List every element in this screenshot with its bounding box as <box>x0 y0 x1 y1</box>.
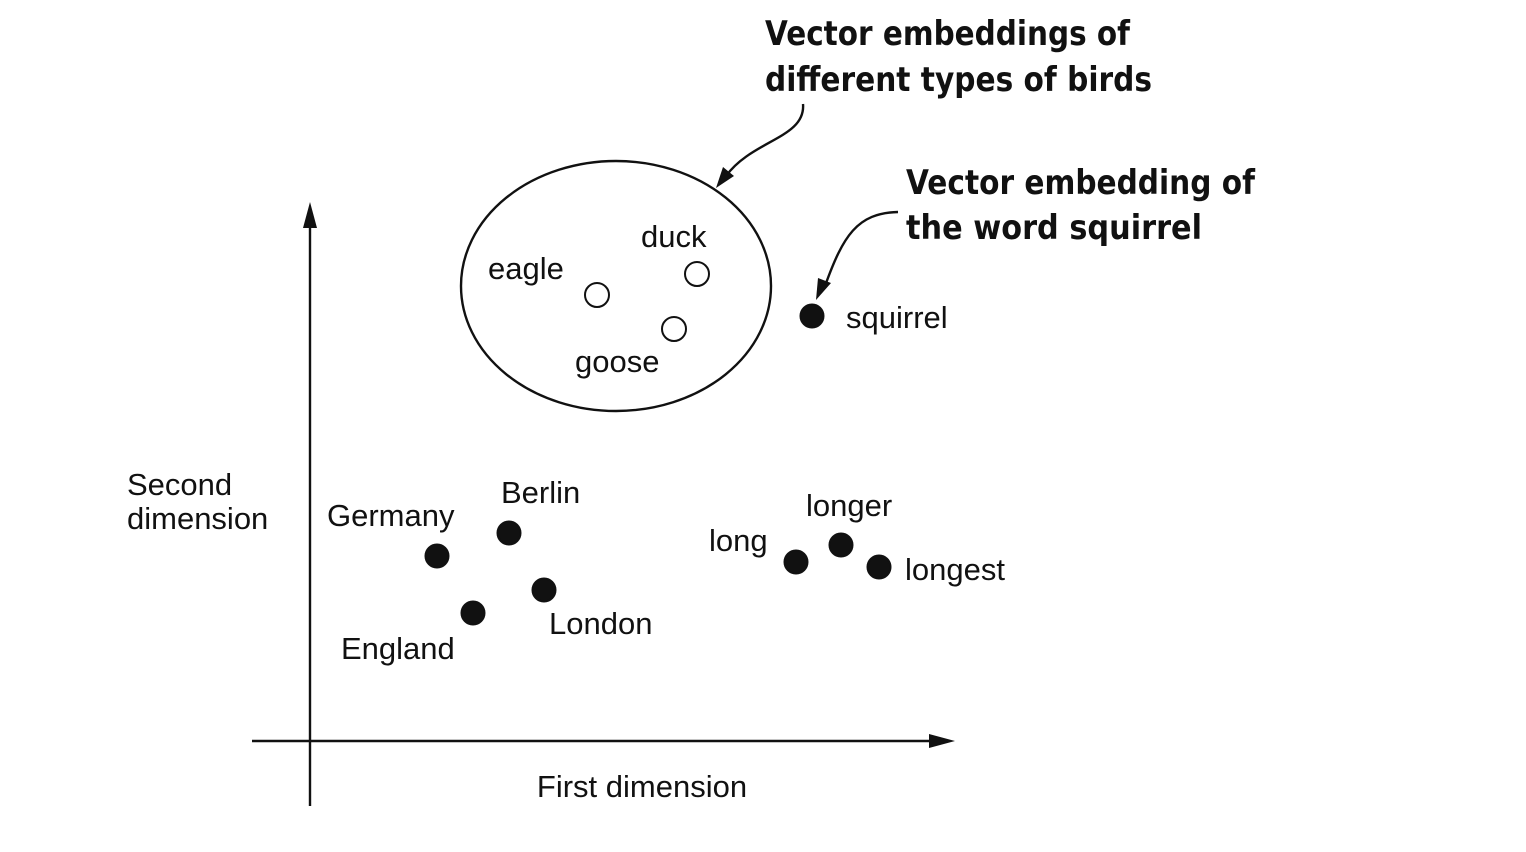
point-germany <box>424 543 450 569</box>
point-squirrel <box>799 303 825 329</box>
squirrel-callout-line2: the word squirrel <box>906 208 1202 248</box>
long-cluster: long longer longest <box>709 488 1005 587</box>
label-longest: longest <box>905 552 1005 587</box>
birds-cluster: eagle duck goose <box>459 159 773 413</box>
point-berlin <box>496 520 522 546</box>
y-axis-label-line1: Second <box>127 467 232 502</box>
birds-callout: Vector embeddings of different types of … <box>716 14 1152 188</box>
squirrel-callout-arrowhead <box>816 278 831 300</box>
birds-callout-leader <box>725 103 805 177</box>
point-longer <box>828 532 854 558</box>
axes: First dimension Second dimension <box>127 202 955 806</box>
label-long: long <box>709 523 768 558</box>
squirrel-callout-line1: Vector embedding of <box>906 163 1256 203</box>
squirrel-callout: Vector embedding of the word squirrel <box>816 163 1256 300</box>
label-longer: longer <box>806 488 892 523</box>
birds-callout-line1: Vector embeddings of <box>765 14 1131 54</box>
label-london: London <box>549 606 652 641</box>
squirrel-callout-leader <box>823 210 899 287</box>
point-long <box>783 549 809 575</box>
label-goose: goose <box>575 344 659 379</box>
point-goose <box>661 316 687 342</box>
label-berlin: Berlin <box>501 475 580 510</box>
point-london <box>531 577 557 603</box>
point-longest <box>866 554 892 580</box>
x-axis-label: First dimension <box>537 769 747 804</box>
label-squirrel: squirrel <box>846 300 948 335</box>
point-england <box>460 600 486 626</box>
y-axis-arrowhead <box>303 202 317 228</box>
squirrel-group: squirrel <box>799 300 948 335</box>
birds-callout-line2: different types of birds <box>765 60 1152 100</box>
y-axis-label-line2: dimension <box>127 501 268 536</box>
point-eagle <box>584 282 610 308</box>
point-duck <box>684 261 710 287</box>
birds-cluster-ellipse <box>459 159 773 413</box>
places-cluster: Germany Berlin London England <box>327 475 652 666</box>
label-eagle: eagle <box>488 251 564 286</box>
label-germany: Germany <box>327 498 455 533</box>
birds-callout-arrowhead <box>716 167 734 188</box>
label-duck: duck <box>641 219 707 254</box>
label-england: England <box>341 631 455 666</box>
x-axis-arrowhead <box>929 734 955 748</box>
